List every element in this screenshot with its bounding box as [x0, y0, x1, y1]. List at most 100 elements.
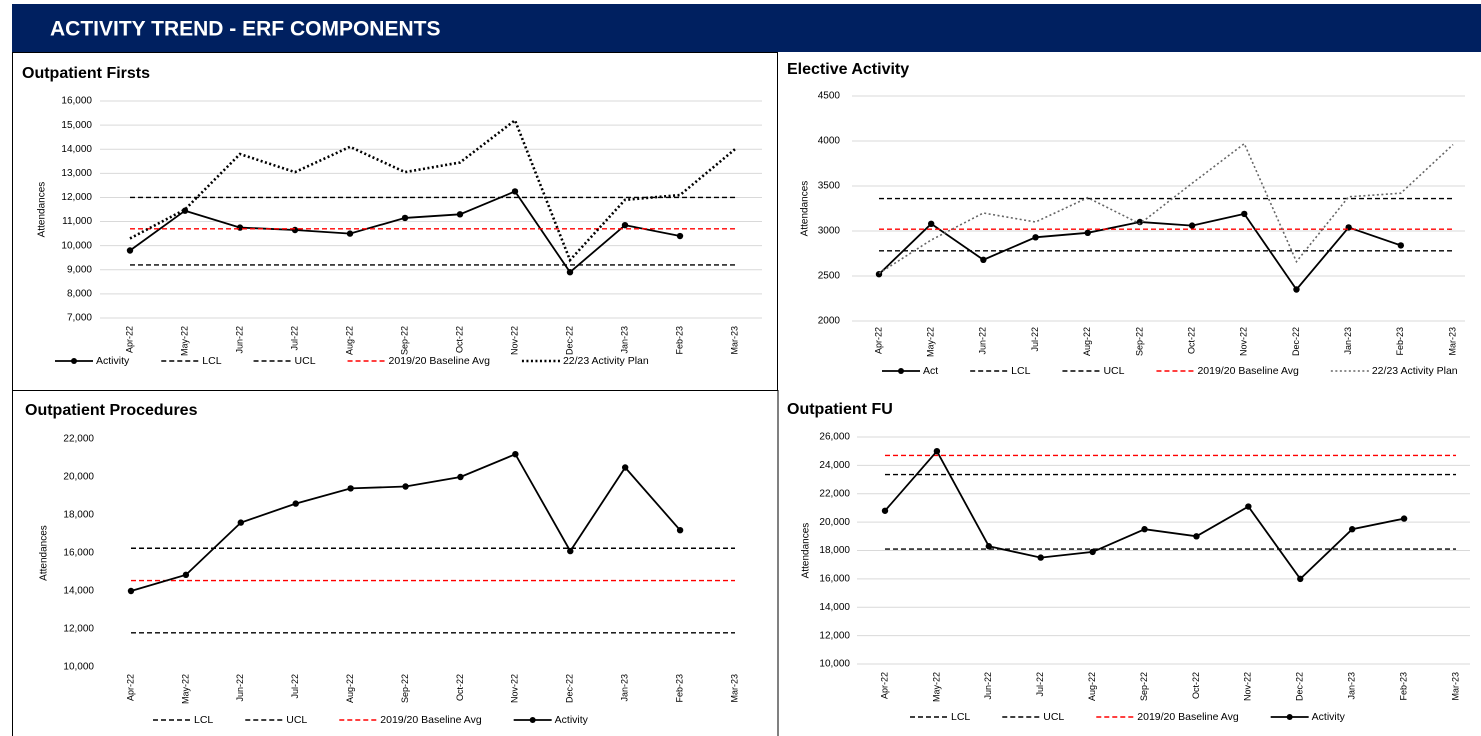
data-point	[346, 230, 354, 237]
data-point	[237, 519, 245, 526]
legend-label: Activity	[96, 355, 130, 367]
x-tick-label: Jun-22	[978, 327, 988, 355]
y-tick-label: 12,000	[63, 624, 94, 635]
data-point	[1188, 222, 1196, 229]
y-tick-label: 22,000	[819, 488, 850, 499]
header-title: ACTIVITY TREND - ERF COMPONENTS	[50, 18, 440, 41]
data-point	[1293, 286, 1300, 293]
data-point	[676, 232, 684, 240]
y-tick-label: 4500	[818, 91, 841, 102]
x-tick-label: Mar-23	[729, 674, 739, 703]
data-point	[1141, 526, 1148, 533]
x-tick-label: May-22	[179, 326, 189, 356]
legend-label: 2019/20 Baseline Avg	[380, 714, 482, 726]
data-point	[1089, 548, 1096, 556]
header-bar	[12, 4, 1481, 52]
x-tick-label: Feb-23	[1398, 672, 1408, 701]
x-tick-label: Apr-22	[873, 327, 883, 354]
x-tick-label: Jun-22	[983, 672, 993, 700]
x-tick-label: Aug-22	[344, 326, 354, 355]
legend-label: 2019/20 Baseline Avg	[389, 355, 491, 367]
y-tick-label: 10,000	[61, 240, 92, 251]
x-tick-label: Apr-22	[879, 672, 889, 699]
series-line	[129, 118, 736, 263]
x-tick-label: Oct-22	[1186, 327, 1196, 354]
data-point	[985, 543, 993, 550]
legend-marker	[529, 717, 536, 723]
data-point	[566, 268, 574, 276]
legend-marker	[71, 358, 77, 364]
x-tick-label: Nov-22	[1239, 327, 1249, 356]
x-tick-label: Jan-23	[1343, 327, 1353, 355]
legend-label: Act	[923, 365, 938, 377]
chart-title: Outpatient Firsts	[22, 65, 150, 82]
series-line	[878, 142, 1454, 274]
data-point	[457, 473, 464, 481]
x-tick-label: Oct-22	[455, 674, 465, 701]
legend-label: 22/23 Activity Plan	[1372, 365, 1458, 377]
x-tick-label: Apr-22	[125, 674, 135, 701]
legend-label: 2019/20 Baseline Avg	[1137, 711, 1239, 723]
legend-label: LCL	[202, 355, 221, 367]
legend-marker	[898, 368, 904, 374]
y-tick-label: 14,000	[63, 586, 94, 597]
data-point	[347, 485, 354, 492]
x-tick-label: Sep-22	[400, 674, 410, 703]
data-point	[1400, 515, 1408, 522]
data-point	[291, 226, 299, 234]
y-tick-label: 16,000	[819, 574, 850, 585]
data-point	[1084, 229, 1091, 236]
x-tick-label: Feb-23	[1395, 327, 1405, 356]
x-tick-label: Aug-22	[1082, 327, 1092, 356]
x-tick-label: Dec-22	[565, 674, 575, 703]
y-tick-label: 24,000	[819, 460, 850, 471]
chart-title: Outpatient FU	[787, 401, 893, 418]
y-tick-label: 20,000	[819, 517, 850, 528]
y-tick-label: 16,000	[63, 548, 94, 559]
y-tick-label: 3000	[818, 226, 841, 237]
legend-label: UCL	[1043, 711, 1064, 723]
data-point	[456, 211, 464, 218]
data-point	[292, 500, 299, 507]
data-point	[567, 547, 574, 555]
y-tick-label: 12,000	[819, 630, 850, 641]
y-tick-label: 8,000	[67, 289, 92, 300]
y-tick-label: 3500	[818, 181, 841, 192]
x-tick-label: Dec-22	[1291, 327, 1301, 356]
legend-label: LCL	[1011, 365, 1030, 377]
x-tick-label: Nov-22	[509, 326, 519, 355]
x-tick-label: Mar-23	[729, 326, 739, 355]
x-tick-label: Feb-23	[674, 674, 684, 703]
legend-label: LCL	[194, 714, 213, 726]
x-tick-label: Jan-23	[1347, 672, 1357, 700]
legend-label: 2019/20 Baseline Avg	[1197, 365, 1299, 377]
x-tick-label: Sep-22	[1139, 672, 1149, 701]
legend-marker	[1286, 714, 1293, 720]
y-axis-label: Attendances	[39, 525, 50, 581]
data-point	[126, 247, 134, 254]
legend-label: 22/23 Activity Plan	[563, 355, 649, 367]
y-tick-label: 10,000	[819, 659, 850, 670]
series-line	[884, 449, 1405, 581]
legend-label: LCL	[951, 711, 970, 723]
x-tick-label: May-22	[180, 674, 190, 704]
x-tick-label: Sep-22	[399, 326, 409, 355]
x-tick-label: Sep-22	[1134, 327, 1144, 356]
x-tick-label: Aug-22	[1087, 672, 1097, 701]
x-tick-label: May-22	[926, 327, 936, 357]
data-point	[182, 571, 190, 579]
x-tick-label: Jul-22	[1030, 327, 1040, 352]
data-point	[875, 271, 883, 278]
data-point	[402, 483, 409, 490]
data-point	[980, 256, 987, 263]
x-tick-label: Aug-22	[345, 674, 355, 703]
y-tick-label: 26,000	[819, 432, 850, 443]
data-point	[511, 188, 519, 195]
y-tick-label: 22,000	[63, 434, 94, 445]
y-tick-label: 18,000	[63, 510, 94, 521]
series-line	[129, 190, 681, 274]
data-point	[1245, 503, 1252, 510]
y-tick-label: 13,000	[61, 168, 92, 179]
legend-label: UCL	[286, 714, 307, 726]
